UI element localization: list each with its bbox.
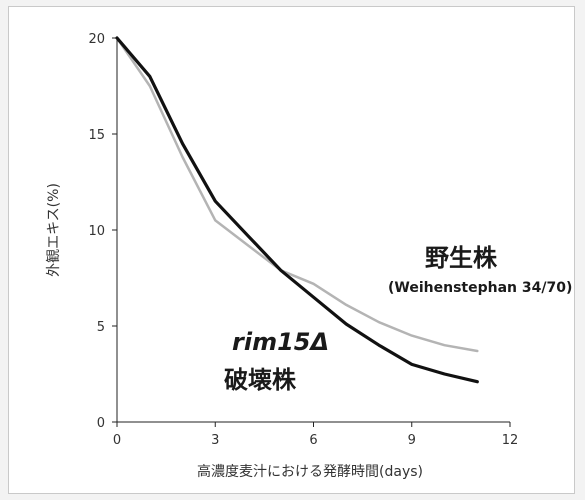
ticks: 0 3 6 9 12 0 5 10 15 20	[88, 32, 518, 448]
mutant-label: 破壊株	[224, 366, 297, 394]
x-tick-label: 6	[309, 433, 317, 448]
x-tick-label: 3	[211, 433, 219, 448]
series-group	[115, 36, 479, 384]
y-axis-title: 外観エキス(%)	[45, 183, 62, 277]
y-tick-label: 15	[88, 128, 105, 143]
y-tick-label: 10	[88, 224, 105, 239]
wild-type-series-line	[115, 36, 479, 353]
axes	[116, 38, 510, 423]
y-tick-label: 20	[88, 32, 105, 47]
y-tick-label: 0	[97, 416, 105, 431]
chart-frame	[8, 6, 575, 494]
wild-type-label: 野生株	[425, 244, 498, 272]
mutant-gene-label: rim15Δ	[232, 328, 329, 356]
x-tick-label: 9	[408, 433, 416, 448]
x-tick-label: 0	[113, 433, 121, 448]
wild-type-strain-label: (Weihenstephan 34/70)	[388, 280, 572, 296]
y-tick-label: 5	[97, 320, 105, 335]
x-axis-title: 高濃度麦汁における発酵時間(days)	[197, 463, 423, 480]
x-tick-label: 12	[502, 433, 519, 448]
rim15-mutant-series-line	[115, 36, 479, 384]
